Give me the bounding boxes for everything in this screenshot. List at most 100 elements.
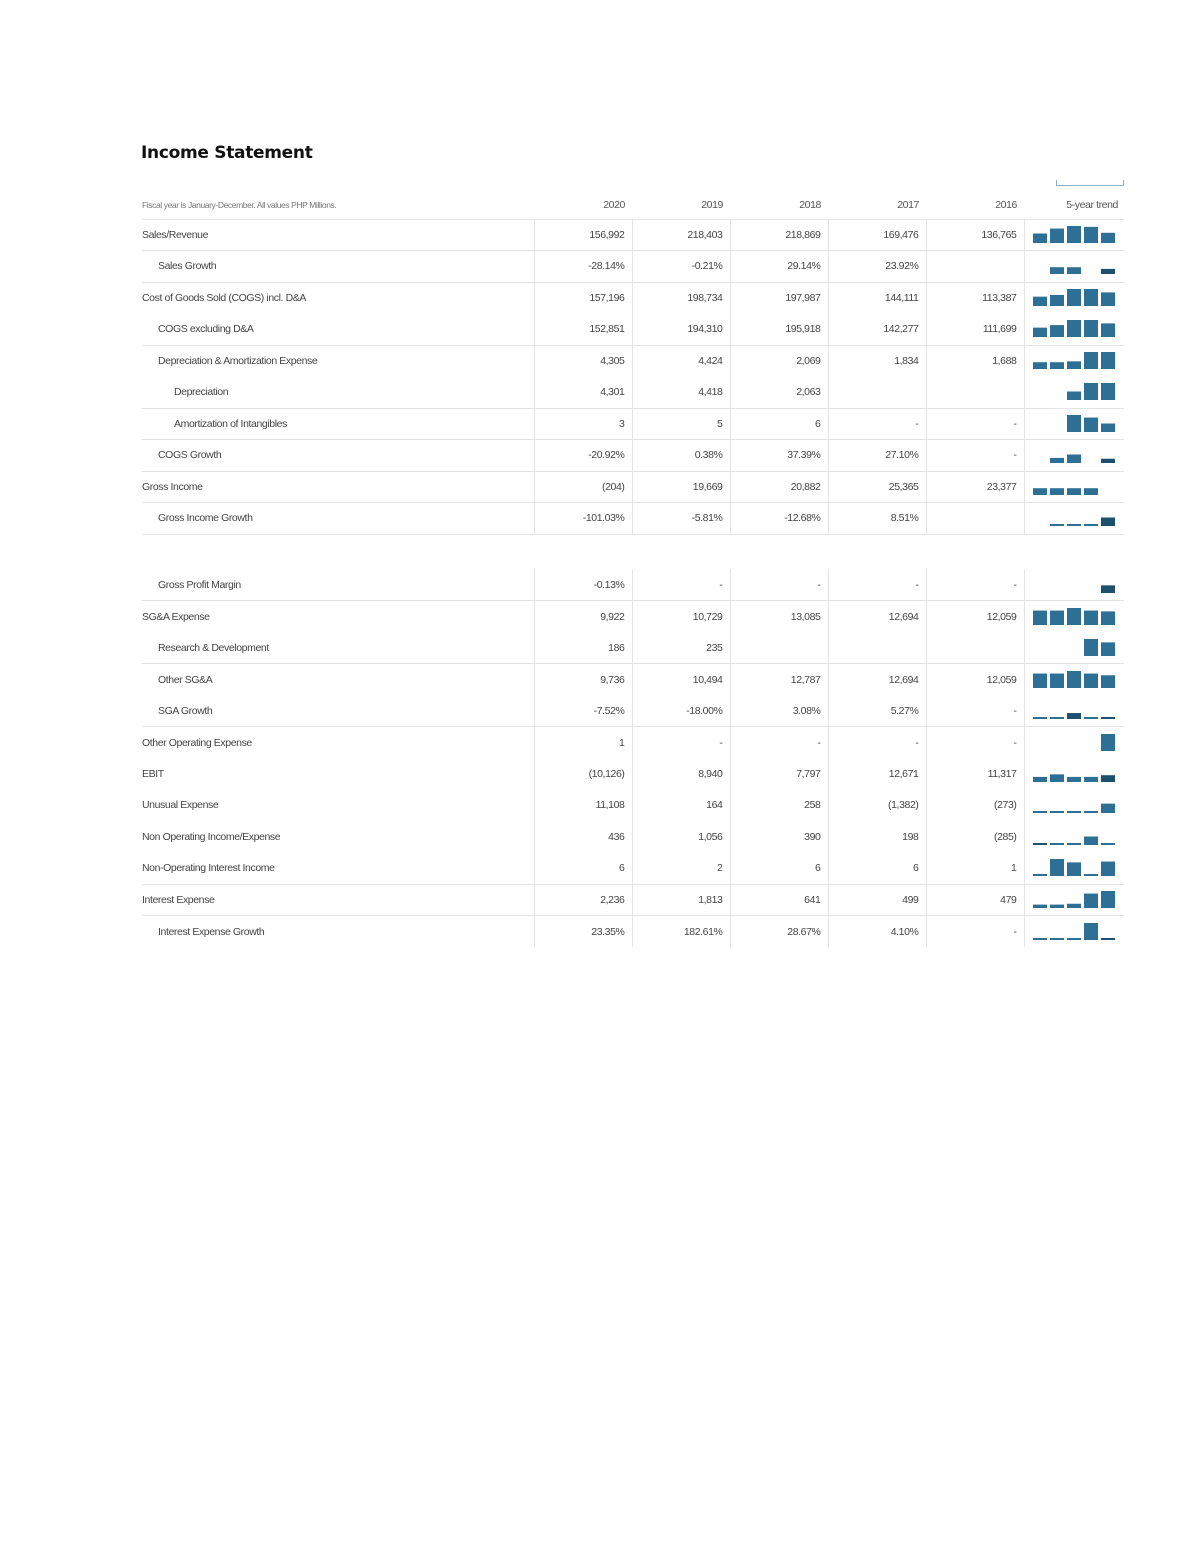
trend-sparkline	[1023, 569, 1124, 601]
table-row: Gross Profit Margin -0.13% - - - -	[142, 569, 1124, 601]
trend-sparkline	[1023, 344, 1124, 377]
cell-2020: 23.35%	[533, 915, 632, 947]
cell-2017: 5.27%	[827, 695, 926, 727]
table-row: Gross Income (204) 19,669 20,882 25,365 23,37…	[142, 470, 1124, 503]
trend-bar-2016	[1100, 292, 1115, 306]
cell-2020: -0.13%	[533, 569, 632, 601]
trend-bar-2017	[1083, 289, 1098, 306]
table-row: EBIT (10,126) 8,940 7,797 12,671 11,317	[142, 758, 1124, 790]
trend-bar-2018	[1066, 225, 1081, 243]
trend-sparkline-svg	[1032, 670, 1115, 688]
trend-bar-2019	[1049, 842, 1064, 845]
trend-bar-2017	[1083, 487, 1098, 495]
cell-2017	[827, 632, 926, 664]
cell-2016: -	[925, 915, 1024, 947]
table-row: Non Operating Income/Expense 436 1,056 390 1…	[142, 821, 1124, 853]
trend-sparkline	[1023, 821, 1124, 853]
trend-bar-2020	[1032, 811, 1047, 814]
cell-2016	[925, 376, 1024, 408]
trend-bar-2016	[1100, 733, 1115, 751]
year-header-2017: 2017	[828, 191, 926, 220]
table-row: Research & Development 186 235	[142, 632, 1124, 664]
cell-2019: 4,418	[631, 376, 730, 408]
cell-2017: 198	[827, 821, 926, 853]
cell-2016: 113,387	[925, 281, 1024, 314]
row-label-sales-revenue: Sales/Revenue	[142, 228, 209, 241]
trend-bar-2019	[1049, 774, 1064, 782]
table-row: Sales/Revenue 156,992 218,403 218,869 169,47…	[142, 219, 1124, 251]
trend-bar-2018	[1066, 524, 1081, 527]
trend-bar-2018	[1066, 903, 1081, 908]
trend-bar-2016	[1100, 861, 1115, 876]
trend-bar-2020	[1032, 873, 1047, 876]
trend-bar-2018	[1066, 862, 1081, 876]
trend-bar-2020	[1032, 937, 1047, 940]
trend-bar-2017	[1083, 524, 1098, 527]
cell-2018: 3.08%	[729, 695, 828, 727]
cell-2019: 235	[631, 632, 730, 664]
row-label-depreciation-amortization-expense: Depreciation & Amortization Expense	[142, 344, 534, 377]
row-label-non-operating-income-expense: Non Operating Income/Expense	[142, 830, 281, 843]
year-header-2020: 2020	[534, 191, 632, 220]
cell-2018: 2,063	[729, 376, 828, 408]
trend-bar-2018	[1066, 712, 1081, 719]
trend-bar-2017	[1083, 873, 1098, 876]
trend-bar-2016	[1100, 584, 1115, 593]
trend-bar-2016	[1100, 890, 1115, 908]
trend-bar-2018	[1066, 289, 1081, 306]
cell-2020: 156,992	[533, 219, 632, 251]
trend-bar-2016	[1100, 423, 1115, 432]
cell-2017: 144,111	[827, 281, 926, 314]
trend-sparkline-svg	[1032, 289, 1115, 306]
cell-2019: 218,403	[631, 219, 730, 251]
row-label-ebit: EBIT	[142, 767, 164, 780]
trend-bar-2018	[1066, 842, 1081, 845]
table-row: SG&A Expense 9,922 10,729 13,085 12,694 12,05…	[142, 600, 1124, 632]
year-header-2016: 2016	[926, 191, 1024, 220]
cell-2019: 10,729	[631, 600, 730, 632]
year-header-2019: 2019	[632, 191, 730, 220]
cell-2018: -	[729, 569, 828, 601]
cell-2016: 11,317	[925, 758, 1024, 790]
cell-2017: 23.92%	[827, 250, 926, 282]
trend-sparkline-svg	[1032, 712, 1115, 719]
trend-bar-2019	[1049, 294, 1064, 306]
cell-2019: 0.38%	[631, 439, 730, 471]
trend-bar-2016	[1100, 610, 1115, 625]
trend-bar-2017	[1083, 811, 1098, 814]
trend-sparkline	[1023, 439, 1124, 471]
trend-bar-2017	[1083, 836, 1098, 845]
trend-bar-2020	[1032, 233, 1047, 243]
trend-sparkline	[1023, 407, 1124, 440]
fiscal-note: Fiscal year is January-December. All val…	[142, 191, 534, 220]
cell-2017: -	[827, 407, 926, 440]
trend-sparkline-svg	[1032, 487, 1098, 495]
trend-sparkline-svg	[1032, 320, 1115, 337]
row-label-interest-expense-growth: Interest Expense Growth	[142, 915, 534, 947]
row-label-depreciation: Depreciation	[174, 386, 229, 398]
trend-sparkline-svg	[1066, 383, 1115, 400]
row-label-gross-profit-margin: Gross Profit Margin	[158, 578, 241, 591]
income-statement-table-bottom: Gross Profit Margin -0.13% - - - - SG&A Expens…	[142, 569, 1124, 947]
page-title: Income Statement	[141, 143, 313, 163]
trend-bar-2017	[1083, 610, 1098, 625]
trend-sparkline-svg	[1032, 607, 1115, 625]
table-row: Other Operating Expense 1- - - -	[142, 726, 1124, 758]
cell-2020: -101.03%	[533, 502, 632, 535]
row-label-unusual-expense: Unusual Expense	[142, 799, 219, 812]
trend-bar-2019	[1049, 524, 1064, 527]
trend-bar-2017	[1083, 226, 1098, 243]
trend-bar-2019	[1049, 716, 1064, 719]
table-row: Unusual Expense 11,108 164 258 (1,382) (273)	[142, 789, 1124, 821]
cell-2016: 111,699	[925, 313, 1024, 345]
cell-2016: 479	[925, 883, 1024, 916]
table-header-row: Fiscal year is January-December. All val…	[142, 191, 1124, 220]
cell-2020: 436	[533, 821, 632, 853]
cell-2019: 5	[631, 407, 730, 440]
income-statement-table-top: Fiscal year is January-December. All val…	[142, 191, 1124, 535]
trend-bar-2020	[1032, 487, 1047, 495]
table-row: Cost of Goods Sold (COGS) incl. D&A 157,1…	[142, 281, 1124, 314]
cell-2020: 2,236	[533, 883, 632, 916]
cell-2019: 1,813	[631, 883, 730, 916]
year-header-2018: 2018	[730, 191, 828, 220]
